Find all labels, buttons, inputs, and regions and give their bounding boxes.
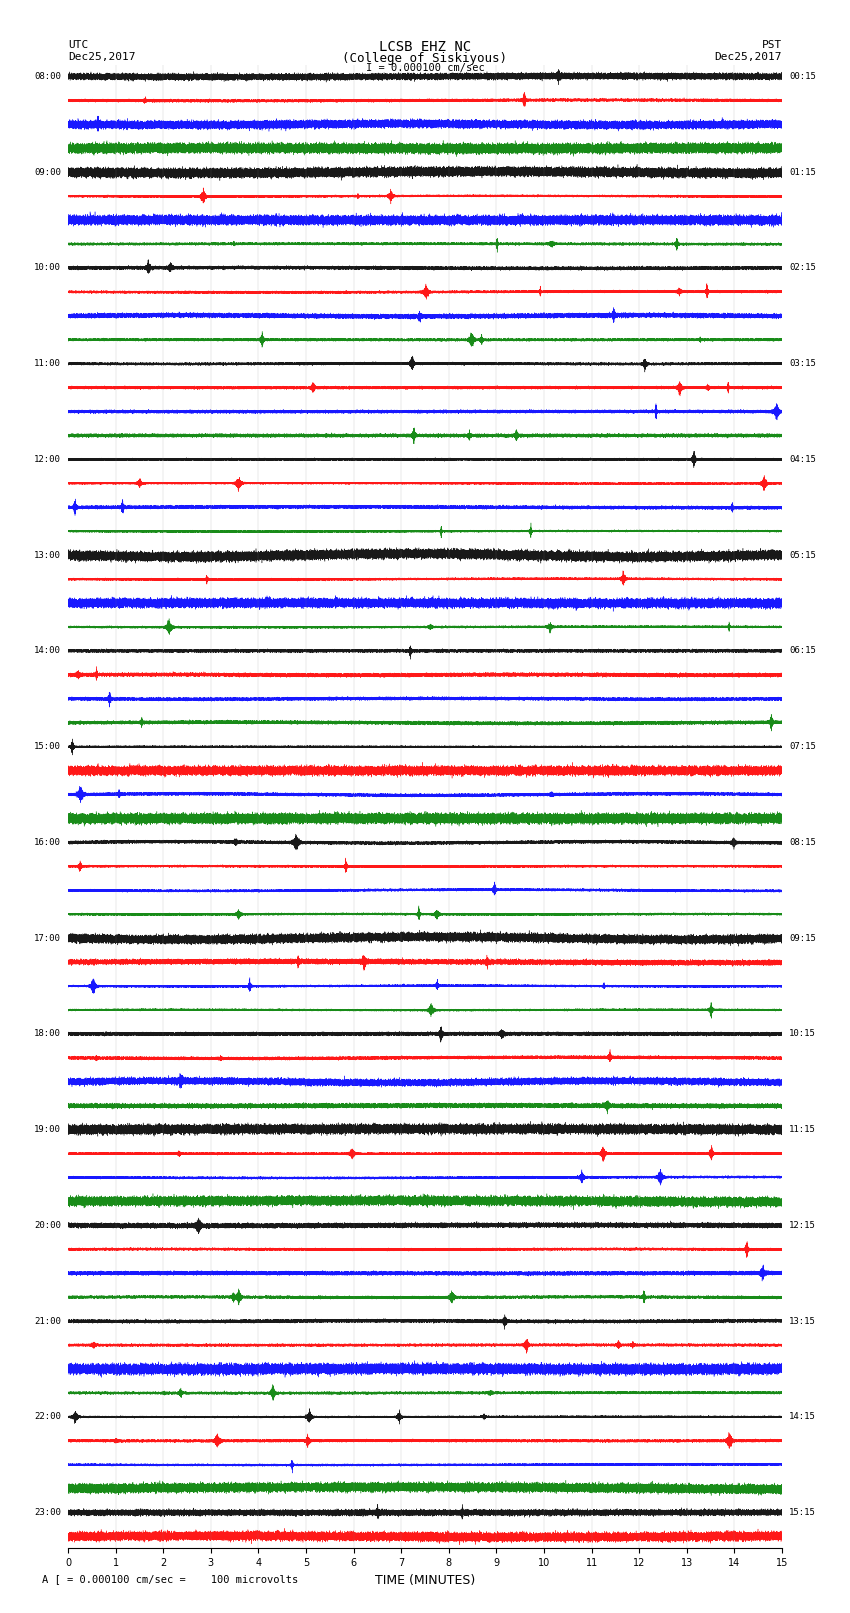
Text: 22:00: 22:00	[34, 1413, 61, 1421]
Text: (College of Siskiyous): (College of Siskiyous)	[343, 52, 507, 65]
Text: 18:00: 18:00	[34, 1029, 61, 1039]
Text: 15:15: 15:15	[789, 1508, 816, 1518]
Text: 06:15: 06:15	[789, 647, 816, 655]
Text: 14:15: 14:15	[789, 1413, 816, 1421]
Text: 01:15: 01:15	[789, 168, 816, 177]
Text: 02:15: 02:15	[789, 263, 816, 273]
Text: I = 0.000100 cm/sec: I = 0.000100 cm/sec	[366, 63, 484, 73]
X-axis label: TIME (MINUTES): TIME (MINUTES)	[375, 1574, 475, 1587]
Text: 13:00: 13:00	[34, 550, 61, 560]
Text: UTC: UTC	[68, 40, 88, 50]
Text: Dec25,2017: Dec25,2017	[68, 52, 135, 61]
Text: 11:00: 11:00	[34, 360, 61, 368]
Text: 16:00: 16:00	[34, 837, 61, 847]
Text: PST: PST	[762, 40, 782, 50]
Text: 04:15: 04:15	[789, 455, 816, 465]
Text: 07:15: 07:15	[789, 742, 816, 752]
Text: 08:00: 08:00	[34, 73, 61, 81]
Text: 20:00: 20:00	[34, 1221, 61, 1229]
Text: 19:00: 19:00	[34, 1126, 61, 1134]
Text: A [ = 0.000100 cm/sec =    100 microvolts: A [ = 0.000100 cm/sec = 100 microvolts	[42, 1574, 298, 1584]
Text: 15:00: 15:00	[34, 742, 61, 752]
Text: 13:15: 13:15	[789, 1316, 816, 1326]
Text: 21:00: 21:00	[34, 1316, 61, 1326]
Text: 00:15: 00:15	[789, 73, 816, 81]
Text: 23:00: 23:00	[34, 1508, 61, 1518]
Text: 12:00: 12:00	[34, 455, 61, 465]
Text: 05:15: 05:15	[789, 550, 816, 560]
Text: 17:00: 17:00	[34, 934, 61, 942]
Text: 12:15: 12:15	[789, 1221, 816, 1229]
Text: 08:15: 08:15	[789, 837, 816, 847]
Text: 09:00: 09:00	[34, 168, 61, 177]
Text: LCSB EHZ NC: LCSB EHZ NC	[379, 40, 471, 55]
Text: 09:15: 09:15	[789, 934, 816, 942]
Text: Dec25,2017: Dec25,2017	[715, 52, 782, 61]
Text: 10:00: 10:00	[34, 263, 61, 273]
Text: 10:15: 10:15	[789, 1029, 816, 1039]
Text: 14:00: 14:00	[34, 647, 61, 655]
Text: 03:15: 03:15	[789, 360, 816, 368]
Text: 11:15: 11:15	[789, 1126, 816, 1134]
